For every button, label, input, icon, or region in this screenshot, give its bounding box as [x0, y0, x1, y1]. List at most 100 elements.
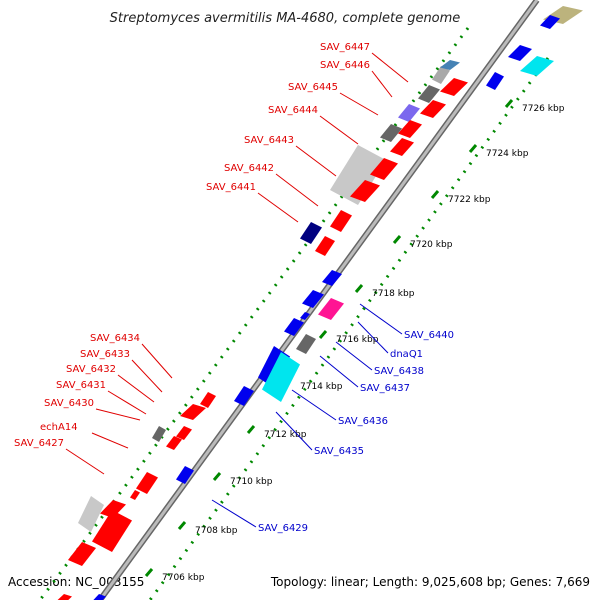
gene-label: SAV_6435 — [314, 446, 364, 457]
tick-mark — [318, 330, 328, 339]
gene-label: SAV_6446 — [320, 60, 370, 71]
gene-block[interactable] — [322, 270, 342, 286]
gene-block[interactable] — [152, 426, 166, 442]
gene-block[interactable] — [398, 104, 420, 122]
gene-block[interactable] — [130, 490, 140, 500]
gene-block[interactable] — [234, 386, 254, 406]
gene-label: SAV_6431 — [56, 380, 106, 391]
tick-label: 7714 kbp — [300, 382, 343, 392]
tick-label: 7718 kbp — [372, 289, 415, 299]
gene-label: SAV_6444 — [268, 105, 318, 116]
tick-label: 7712 kbp — [264, 430, 307, 440]
genome-summary: Topology: linear; Length: 9,025,608 bp; … — [270, 575, 590, 589]
leader-line — [339, 92, 379, 116]
gene-block[interactable] — [370, 158, 398, 180]
gene-block[interactable] — [440, 78, 468, 96]
gene-block[interactable] — [78, 496, 104, 532]
leader-line — [107, 390, 147, 415]
leader-line — [117, 374, 155, 403]
tick-mark — [177, 521, 187, 530]
gene-label: SAV_6447 — [320, 42, 370, 53]
gene-block[interactable] — [176, 426, 192, 440]
gene-block[interactable] — [100, 500, 126, 518]
leader-line — [91, 432, 129, 449]
gene-block[interactable] — [520, 56, 554, 76]
gene-labels: SAV_6447 SAV_6446 SAV_6445 SAV_6444 SAV_6443… — [14, 42, 454, 534]
gene-block[interactable] — [166, 436, 182, 450]
tick-label: 7710 kbp — [230, 477, 273, 487]
gene-label: SAV_6427 — [14, 438, 64, 449]
gene-block[interactable] — [92, 510, 132, 552]
tick-label: 7726 kbp — [522, 104, 565, 114]
tick-mark — [246, 425, 256, 434]
leader-line — [319, 355, 359, 388]
tick-mark — [430, 190, 440, 199]
gene-track — [56, 6, 583, 600]
gene-label: SAV_6430 — [44, 398, 94, 409]
gene-block[interactable] — [540, 15, 560, 29]
gene-block[interactable] — [380, 124, 402, 142]
gene-label: SAV_6429 — [258, 523, 308, 534]
leader-line — [65, 448, 105, 475]
tick-label: 7708 kbp — [195, 526, 238, 536]
gene-block[interactable] — [486, 72, 504, 90]
gene-block[interactable] — [284, 318, 304, 336]
leader-line — [131, 359, 163, 393]
gene-block[interactable] — [180, 404, 206, 420]
gene-block[interactable] — [318, 298, 344, 320]
leader-line — [275, 411, 313, 451]
gene-block[interactable] — [300, 312, 310, 320]
gene-label: SAV_6437 — [360, 383, 410, 394]
leader-line — [275, 173, 319, 207]
leader-line — [141, 343, 173, 379]
gene-block[interactable] — [350, 180, 380, 202]
gene-block[interactable] — [390, 138, 414, 156]
leader-line — [291, 389, 337, 421]
gene-label: SAV_6445 — [288, 82, 338, 93]
accession-text: Accession: NC_003155 — [8, 575, 144, 589]
gene-block[interactable] — [420, 100, 446, 118]
label-leaders — [65, 52, 409, 528]
gene-label: dnaQ1 — [390, 349, 423, 360]
tick-mark — [504, 99, 514, 108]
gene-block[interactable] — [330, 210, 352, 232]
tick-label: 7706 kbp — [162, 573, 205, 583]
gene-block[interactable] — [262, 352, 300, 402]
gene-label: SAV_6443 — [244, 135, 294, 146]
gene-block[interactable] — [302, 290, 324, 308]
leader-line — [357, 321, 389, 354]
tick-mark — [144, 568, 154, 577]
gene-block[interactable] — [432, 66, 450, 84]
guide-line-inner — [148, 57, 550, 600]
gene-block[interactable] — [315, 236, 335, 256]
leader-line — [257, 192, 299, 223]
tick-mark — [468, 144, 478, 153]
gene-label: echA14 — [40, 422, 78, 433]
gene-label: SAV_6434 — [90, 333, 140, 344]
gene-block[interactable] — [300, 222, 322, 244]
gene-block[interactable] — [56, 594, 72, 600]
gene-block[interactable] — [296, 334, 316, 354]
gene-block[interactable] — [398, 120, 422, 138]
gene-block[interactable] — [440, 60, 460, 70]
gene-label: SAV_6432 — [66, 364, 116, 375]
tick-label: 7722 kbp — [448, 195, 491, 205]
leader-line — [371, 52, 409, 83]
gene-label: SAV_6442 — [224, 163, 274, 174]
leader-line — [335, 341, 373, 371]
gene-label: SAV_6436 — [338, 416, 388, 427]
gene-block[interactable] — [176, 466, 194, 484]
gene-block[interactable] — [68, 542, 96, 566]
gene-label: SAV_6440 — [404, 330, 454, 341]
gene-label: SAV_6441 — [206, 182, 256, 193]
gene-block[interactable] — [136, 472, 158, 494]
gene-label: SAV_6433 — [80, 349, 130, 360]
gene-block[interactable] — [200, 392, 216, 408]
gene-label: SAV_6438 — [374, 366, 424, 377]
gene-block[interactable] — [508, 45, 532, 61]
gene-block[interactable] — [330, 145, 386, 205]
gene-block[interactable] — [418, 85, 440, 103]
leader-line — [371, 70, 393, 98]
gene-block[interactable] — [92, 594, 106, 600]
